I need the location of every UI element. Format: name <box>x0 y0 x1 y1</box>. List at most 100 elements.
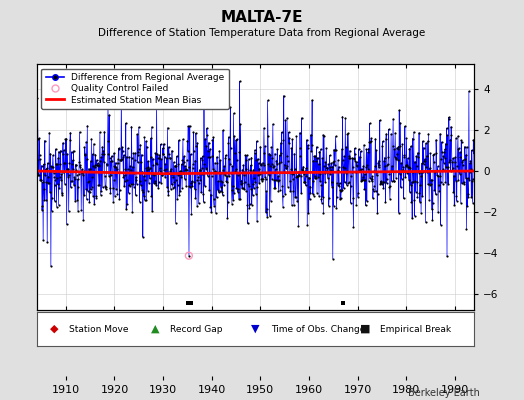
Point <box>191 194 200 201</box>
Point <box>108 185 117 191</box>
Point <box>387 131 395 137</box>
Point <box>67 149 75 155</box>
Point <box>151 150 159 156</box>
Point <box>77 207 85 213</box>
Point <box>122 206 130 212</box>
Point <box>188 178 196 184</box>
Point <box>177 173 185 180</box>
Point <box>304 142 312 148</box>
Point <box>465 88 473 94</box>
Point <box>89 163 97 169</box>
Point <box>368 176 376 182</box>
Point <box>269 162 278 169</box>
Point <box>40 137 49 144</box>
Point <box>379 158 388 164</box>
Point <box>364 149 372 156</box>
Point <box>130 157 139 164</box>
Point <box>445 157 454 163</box>
Point <box>342 169 350 176</box>
Point <box>63 166 72 172</box>
Point <box>115 196 124 202</box>
Point <box>340 153 348 160</box>
Point <box>285 140 293 146</box>
Point <box>137 182 145 188</box>
Point <box>126 182 134 189</box>
Point <box>210 168 219 175</box>
Point <box>304 174 313 181</box>
Point <box>406 182 414 188</box>
Point <box>308 190 316 197</box>
Point <box>370 162 379 169</box>
Point <box>60 181 69 187</box>
Point <box>45 180 53 186</box>
Point <box>303 145 312 152</box>
Point <box>61 136 70 142</box>
Point <box>348 155 356 161</box>
Point <box>59 169 68 175</box>
Point <box>237 180 246 186</box>
Point <box>212 194 221 200</box>
Point <box>233 156 242 163</box>
Point <box>94 163 103 169</box>
Point <box>209 134 217 140</box>
Point <box>237 181 245 187</box>
Point <box>394 157 402 164</box>
Point <box>227 170 235 176</box>
Point <box>49 164 58 170</box>
Point <box>190 148 198 154</box>
Point <box>120 183 128 190</box>
Point <box>342 182 351 188</box>
Point <box>46 150 54 157</box>
Point <box>228 200 236 207</box>
Point <box>202 143 210 150</box>
Text: Empirical Break: Empirical Break <box>380 324 451 334</box>
Point <box>60 160 69 166</box>
Point <box>44 180 52 186</box>
Point <box>192 143 201 150</box>
Point <box>256 170 264 177</box>
Point <box>49 170 58 176</box>
Point <box>157 141 165 148</box>
Point <box>234 171 242 178</box>
Point <box>36 177 44 184</box>
Point <box>433 172 441 178</box>
Point <box>464 194 473 200</box>
Point <box>439 166 447 172</box>
Point <box>61 160 69 166</box>
Point <box>45 130 53 136</box>
Point <box>249 181 257 187</box>
Point <box>458 157 467 164</box>
Point <box>260 150 268 156</box>
Point <box>153 161 161 168</box>
Point <box>66 137 74 144</box>
Point <box>40 196 49 203</box>
Point <box>388 163 396 169</box>
Text: Record Gap: Record Gap <box>170 324 223 334</box>
Point <box>248 169 256 175</box>
Point <box>244 181 253 187</box>
Point <box>335 164 343 170</box>
Point <box>462 175 470 181</box>
Point <box>430 159 438 165</box>
Point <box>225 156 234 162</box>
Point <box>287 166 295 173</box>
Point <box>315 171 324 178</box>
Point <box>148 124 156 130</box>
Point <box>425 197 433 203</box>
Point <box>265 172 273 178</box>
Point <box>422 140 430 146</box>
Point <box>92 193 100 199</box>
Point <box>362 202 370 209</box>
Point <box>319 210 328 216</box>
Point <box>102 169 111 175</box>
Point <box>367 178 376 184</box>
Point <box>449 155 457 161</box>
Point <box>137 152 146 158</box>
Point <box>263 214 271 220</box>
Point <box>97 154 105 160</box>
Point <box>78 168 86 174</box>
Point <box>450 202 458 208</box>
Point <box>365 120 374 127</box>
Point <box>180 159 188 166</box>
Point <box>321 159 330 166</box>
